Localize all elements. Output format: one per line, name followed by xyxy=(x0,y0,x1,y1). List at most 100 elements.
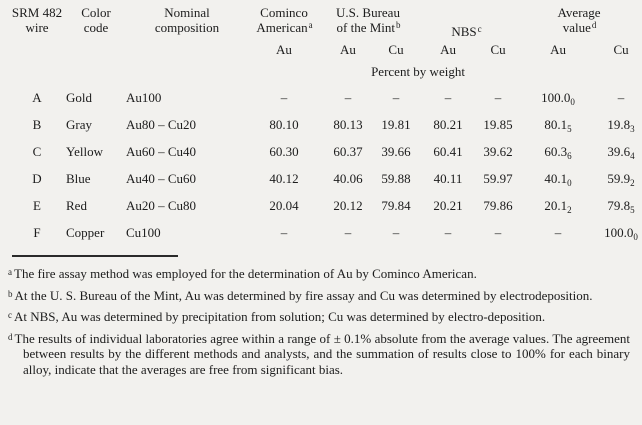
col-header-wire-line2: wire xyxy=(25,20,49,35)
cell-nbs-cu: 19.85 xyxy=(483,116,513,132)
cell-avg-cu: – xyxy=(617,89,625,105)
footnote-b: b At the U. S. Bureau of the Mint, Au was… xyxy=(8,288,630,304)
footnote-c-text: At NBS, Au was determined by precipitati… xyxy=(14,309,546,324)
cell-color: Red xyxy=(66,197,87,213)
cell-avg-cu: 19.83 xyxy=(607,116,635,134)
cell-nbs-cu: 39.62 xyxy=(483,143,513,159)
cell-nbs-cu: 79.86 xyxy=(483,197,513,213)
cell-cominco-au: 80.10 xyxy=(269,116,299,132)
cell-mint-cu: 19.81 xyxy=(381,116,411,132)
cell-wire: F xyxy=(33,224,41,240)
footnote-d-text: The results of individual laboratories a… xyxy=(14,330,631,377)
subcol-mint-cu: Cu xyxy=(388,42,404,57)
cell-cominco-au: 60.30 xyxy=(269,143,299,159)
cell-cominco-au: 20.04 xyxy=(269,197,299,213)
footnote-c: c At NBS, Au was determined by precipitat… xyxy=(8,309,630,325)
cell-nbs-au: 20.21 xyxy=(433,197,463,213)
cell-mint-au: 80.13 xyxy=(333,116,363,132)
subcol-nbs-cu: Cu xyxy=(490,42,506,57)
footnote-ref-c: c xyxy=(477,24,482,34)
cell-avg-au: 60.36 xyxy=(544,143,572,161)
col-header-composition: Nominal composition xyxy=(154,5,220,35)
col-header-mint: U.S. Bureau of the Mintb xyxy=(336,5,401,35)
footnote-a-marker: a xyxy=(8,267,12,277)
col-header-wire: SRM 482 wire xyxy=(8,3,66,40)
cell-nbs-cu: – xyxy=(494,89,502,105)
cell-nbs-au: 40.11 xyxy=(433,170,463,186)
cell-mint-cu: 39.66 xyxy=(381,143,411,159)
cell-composition: Au20 – Cu80 xyxy=(126,197,197,213)
cell-nbs-au: – xyxy=(444,224,452,240)
cell-nbs-au: – xyxy=(444,89,452,105)
col-header-wire-line1: SRM 482 xyxy=(11,5,63,20)
cell-color: Yellow xyxy=(66,143,103,159)
footnote-divider xyxy=(12,255,178,257)
cell-mint-au: 60.37 xyxy=(333,143,363,159)
cell-color: Gold xyxy=(66,89,92,105)
cell-mint-au: 40.06 xyxy=(333,170,363,186)
cell-nbs-cu: 59.97 xyxy=(483,170,513,186)
cell-cominco-au: 40.12 xyxy=(269,170,299,186)
col-header-average: Average valued xyxy=(557,5,601,35)
footnote-a-text: The fire assay method was employed for t… xyxy=(14,266,477,281)
col-header-color: Color code xyxy=(81,5,111,35)
header-element-row: Au Au Cu Au Cu Au Cu xyxy=(8,40,642,60)
cell-avg-au: 20.12 xyxy=(544,197,572,215)
cell-composition: Cu100 xyxy=(126,224,161,240)
footnote-a: a The fire assay method was employed for … xyxy=(8,266,630,282)
footnote-d: d The results of individual laboratories … xyxy=(8,331,630,378)
cell-wire: D xyxy=(32,170,42,186)
subcol-cominco-au: Au xyxy=(276,42,292,57)
cell-mint-cu: 79.84 xyxy=(381,197,411,213)
footnote-ref-a: a xyxy=(308,20,313,30)
cell-color: Gray xyxy=(66,116,92,132)
cell-color: Copper xyxy=(66,224,105,240)
cell-mint-au: – xyxy=(344,89,352,105)
cell-color: Blue xyxy=(66,170,91,186)
table-row-a: A Gold Au100 – – – – – 100.00 – xyxy=(8,84,642,111)
footnote-c-marker: c xyxy=(8,310,12,320)
cell-composition: Au60 – Cu40 xyxy=(126,143,197,159)
cell-avg-au: – xyxy=(554,224,562,240)
col-header-nbs: NBSc xyxy=(451,24,482,39)
footnotes-section: a The fire assay method was employed for … xyxy=(8,266,630,377)
table-row-c: C Yellow Au60 – Cu40 60.30 60.37 39.66 6… xyxy=(8,138,642,165)
footnote-ref-b: b xyxy=(396,20,401,30)
cell-mint-au: 20.12 xyxy=(333,197,363,213)
table-row-d: D Blue Au40 – Cu60 40.12 40.06 59.88 40.… xyxy=(8,165,642,192)
cell-wire: C xyxy=(32,143,42,159)
col-header-cominco: Cominco Americana xyxy=(256,5,313,35)
srm-482-analysis-table: SRM 482 wire Color code Nominal composit… xyxy=(8,3,642,246)
cell-mint-au: – xyxy=(344,224,352,240)
table-row-f: F Copper Cu100 – – – – – – 100.00 xyxy=(8,219,642,246)
cell-nbs-cu: – xyxy=(494,224,502,240)
cell-mint-cu: – xyxy=(392,224,400,240)
subcol-avg-cu: Cu xyxy=(613,42,629,57)
cell-avg-au: 40.10 xyxy=(544,170,572,188)
cell-nbs-au: 60.41 xyxy=(433,143,463,159)
cell-mint-cu: 59.88 xyxy=(381,170,411,186)
footnote-ref-d: d xyxy=(591,20,597,30)
cell-cominco-au: – xyxy=(280,224,288,240)
footnote-d-marker: d xyxy=(8,331,13,342)
subcol-nbs-au: Au xyxy=(440,42,456,57)
cell-cominco-au: – xyxy=(280,89,288,105)
cell-composition: Au80 – Cu20 xyxy=(126,116,197,132)
cell-composition: Au40 – Cu60 xyxy=(126,170,197,186)
cell-avg-cu: 59.92 xyxy=(607,170,635,188)
subcol-avg-au: Au xyxy=(550,42,566,57)
footnote-b-marker: b xyxy=(8,288,13,299)
cell-wire: A xyxy=(32,89,42,105)
cell-avg-au: 80.15 xyxy=(544,116,572,134)
cell-nbs-au: 80.21 xyxy=(433,116,463,132)
percent-by-weight-label: Percent by weight xyxy=(371,64,465,79)
table-row-e: E Red Au20 – Cu80 20.04 20.12 79.84 20.2… xyxy=(8,192,642,219)
table-row-b: B Gray Au80 – Cu20 80.10 80.13 19.81 80.… xyxy=(8,111,642,138)
cell-avg-cu: 39.64 xyxy=(607,143,635,161)
cell-avg-cu: 79.85 xyxy=(607,197,635,215)
cell-composition: Au100 xyxy=(126,89,162,105)
cell-avg-cu: 100.00 xyxy=(604,224,638,242)
cell-mint-cu: – xyxy=(392,89,400,105)
subcol-mint-au: Au xyxy=(340,42,356,57)
